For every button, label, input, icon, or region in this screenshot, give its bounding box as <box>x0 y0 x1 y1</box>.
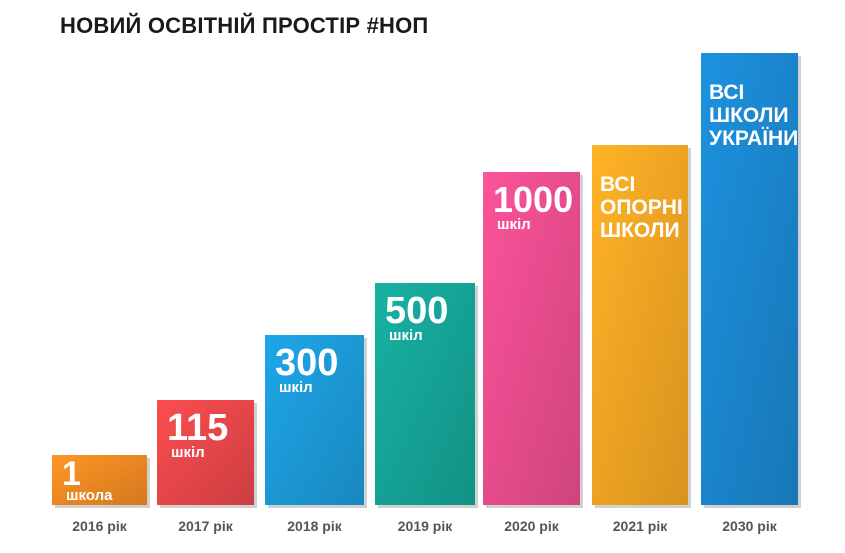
bar-unit-label: шкіл <box>279 379 313 396</box>
bar-unit-label: шкіл <box>497 216 531 233</box>
bar-text-line: ВСІ <box>600 173 635 196</box>
bar-value-label: 300 <box>275 342 338 384</box>
bar-2021-рік <box>592 145 688 505</box>
bar-value-label: 115 <box>167 407 228 449</box>
bar-text-line: УКРАЇНИ <box>709 127 798 150</box>
x-tick-label: 2021 рік <box>613 518 668 534</box>
x-tick-label: 2030 рік <box>722 518 777 534</box>
x-tick-label: 2019 рік <box>398 518 453 534</box>
bar-2018-рік <box>265 335 364 505</box>
bar-2020-рік <box>483 172 580 505</box>
bar-2016-рік <box>52 455 147 505</box>
bar-text-line: ОПОРНІ <box>600 196 683 219</box>
x-tick-label: 2018 рік <box>287 518 342 534</box>
bar-value-label: 1 <box>62 455 81 493</box>
bar-value-label: 1000 <box>493 179 573 220</box>
bar-2019-рік <box>375 283 475 505</box>
bar-unit-label: шкіл <box>389 327 423 344</box>
bar-2017-рік <box>157 400 254 505</box>
x-tick-label: 2017 рік <box>178 518 233 534</box>
chart-title: НОВИЙ ОСВІТНІЙ ПРОСТІР #НОП <box>60 13 429 38</box>
bar-value-label: 500 <box>385 290 448 332</box>
bar-text-line: ВСІ <box>709 81 744 104</box>
bar-2030-рік <box>701 53 798 505</box>
bar-unit-label: шкіл <box>171 444 205 461</box>
x-tick-label: 2020 рік <box>504 518 559 534</box>
x-tick-label: 2016 рік <box>72 518 127 534</box>
bar-unit-label: школа <box>66 487 113 504</box>
bar-text-line: ШКОЛИ <box>600 219 680 242</box>
bar-text-line: ШКОЛИ <box>709 104 789 127</box>
